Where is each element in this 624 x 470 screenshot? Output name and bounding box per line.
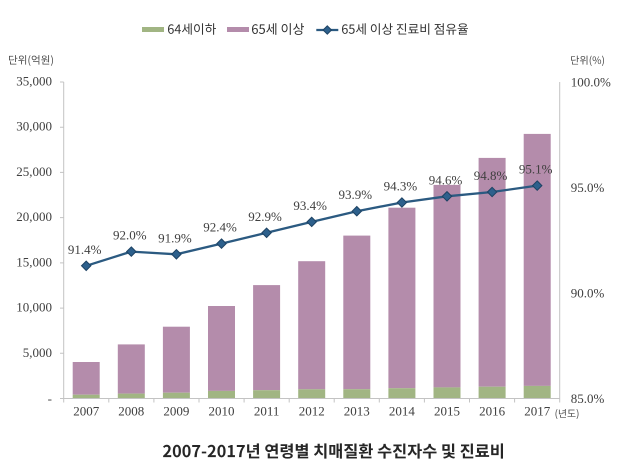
svg-text:93.9%: 93.9% [339,187,373,202]
svg-text:10,000: 10,000 [16,300,52,315]
svg-text:93.4%: 93.4% [293,198,327,213]
svg-text:94.6%: 94.6% [429,172,463,187]
svg-text:90.0%: 90.0% [571,286,605,301]
svg-text:2014: 2014 [389,403,416,418]
svg-text:91.9%: 91.9% [158,230,192,245]
svg-text:92.9%: 92.9% [248,209,282,224]
svg-text:94.8%: 94.8% [474,168,508,183]
svg-text:2008: 2008 [118,403,144,418]
svg-text:92.0%: 92.0% [113,228,147,243]
svg-text:2012: 2012 [299,403,325,418]
svg-text:92.4%: 92.4% [203,220,237,235]
svg-text:2016: 2016 [479,403,506,418]
svg-text:95.0%: 95.0% [571,180,605,195]
svg-text:95.1%: 95.1% [519,162,553,177]
svg-text:2010: 2010 [209,403,235,418]
svg-text:20,000: 20,000 [16,209,52,224]
svg-text:2013: 2013 [344,403,370,418]
svg-text:2007: 2007 [73,403,100,418]
svg-text:25,000: 25,000 [16,164,52,179]
svg-text:2011: 2011 [254,403,280,418]
svg-text:-: - [48,391,52,406]
svg-text:2009: 2009 [163,403,189,418]
svg-text:100.0%: 100.0% [571,75,611,90]
svg-text:85.0%: 85.0% [571,391,605,406]
svg-text:2017: 2017 [524,403,551,418]
svg-text:35,000: 35,000 [16,74,52,89]
svg-text:94.3%: 94.3% [384,179,418,194]
svg-text:91.4%: 91.4% [68,242,102,257]
svg-text:2015: 2015 [434,403,460,418]
svg-text:15,000: 15,000 [16,254,52,269]
svg-text:5,000: 5,000 [23,345,52,360]
svg-text:30,000: 30,000 [16,119,52,134]
